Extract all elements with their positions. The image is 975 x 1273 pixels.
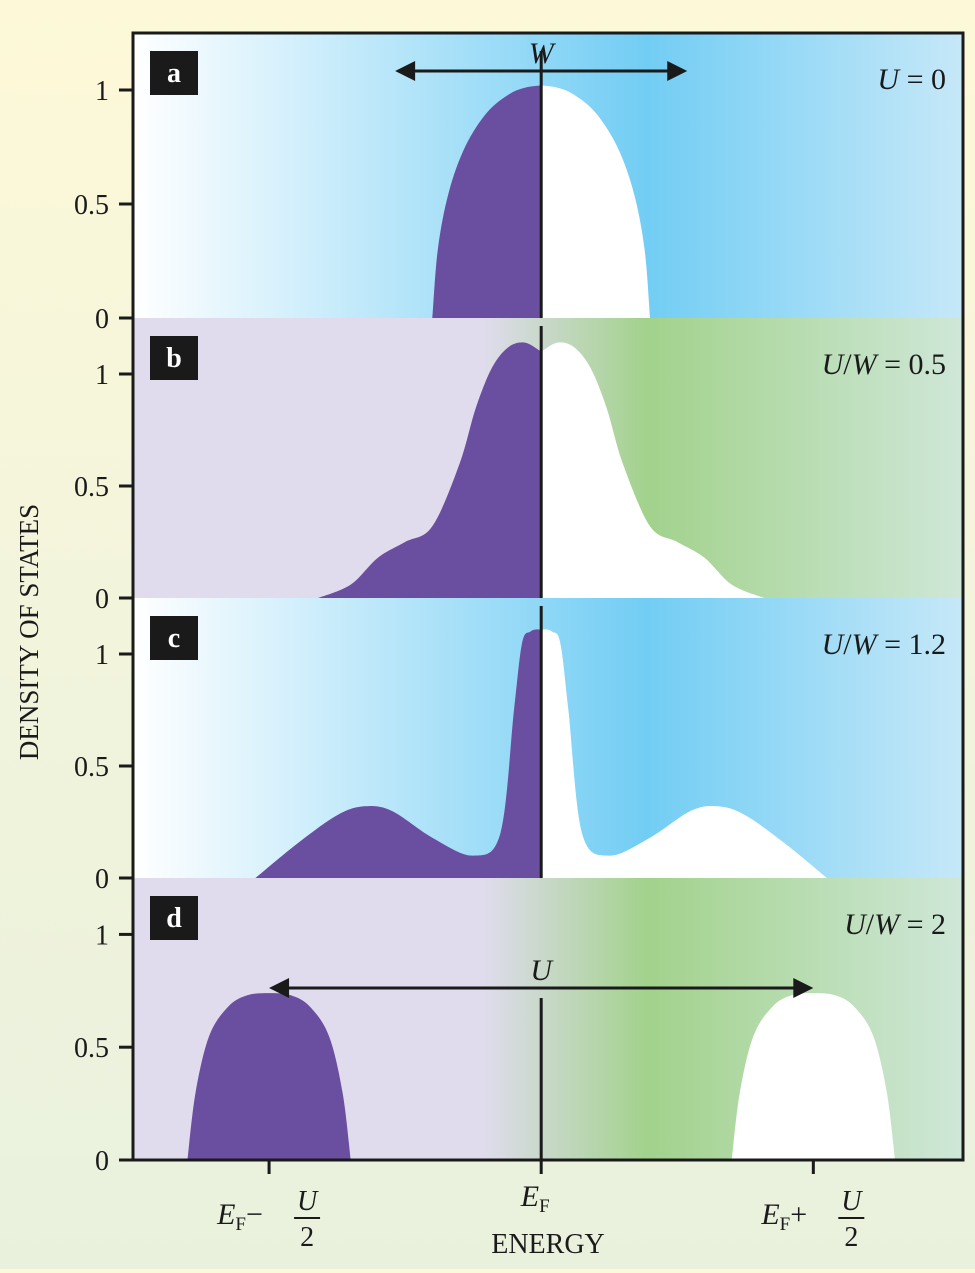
- x-axis-label: ENERGY: [491, 1229, 605, 1260]
- panel-annotation: U = 0: [877, 63, 946, 96]
- panel-letter-tag: [150, 336, 198, 380]
- x-tick-label-center: EF: [520, 1180, 550, 1217]
- empty-band-right: [731, 993, 895, 1160]
- y-tick-label: 0.5: [74, 472, 109, 503]
- fraction-denominator: 2: [300, 1222, 314, 1253]
- x-tick-label-text: EF−: [216, 1198, 263, 1235]
- y-tick-label: 1: [95, 360, 109, 391]
- filled-states-left: [318, 342, 542, 598]
- panel-a: a U = 0 0 0.5 1 W: [74, 33, 963, 335]
- y-tick-label: 0: [95, 304, 109, 335]
- y-tick-label: 0.5: [74, 190, 109, 221]
- empty-states-right: [541, 85, 650, 319]
- panel-c: c U/W = 1.2 0 0.5 1: [74, 598, 963, 895]
- panel-letter: b: [166, 343, 182, 374]
- filled-states-left: [255, 629, 542, 878]
- y-tick-label: 0: [95, 584, 109, 615]
- y-tick-label: 1: [95, 920, 109, 951]
- panel-d: d U/W = 2 0 0.5 1 U: [74, 878, 963, 1177]
- gap-arrow-head-right: [793, 978, 814, 998]
- x-tick-label-right: EF+ U 2: [760, 1186, 865, 1253]
- fraction-denominator: 2: [844, 1222, 858, 1253]
- panel-letter: a: [167, 58, 181, 89]
- gap-arrow-label: U: [530, 954, 554, 987]
- y-tick-label: 0: [95, 1146, 109, 1177]
- x-tick-label-text: EF+: [760, 1198, 807, 1235]
- gap-arrow-head-left: [269, 978, 290, 998]
- x-tick-label-left: EF− U 2: [216, 1186, 321, 1253]
- panel-letter-tag: [150, 896, 198, 940]
- empty-states-right: [541, 342, 765, 598]
- y-axis-label: DENSITY OF STATES: [14, 504, 44, 760]
- filled-states-left: [432, 85, 542, 319]
- panel-letter-tag: [150, 51, 198, 95]
- plot-frame: [131, 31, 965, 1162]
- panel-letter-tag: [150, 616, 198, 660]
- fraction-numerator: U: [841, 1186, 863, 1217]
- panel-annotation: U/W = 1.2: [822, 628, 946, 661]
- panel-letter: c: [168, 623, 180, 654]
- panel-annotation: U/W = 2: [844, 908, 946, 941]
- filled-band-left: [187, 993, 351, 1160]
- fraction-numerator: U: [297, 1186, 319, 1217]
- width-arrow-label: W: [529, 37, 557, 70]
- y-tick-label: 0.5: [74, 1033, 109, 1064]
- width-arrow-head-right: [667, 61, 688, 81]
- panel-letter: d: [166, 903, 182, 934]
- x-tick-label-text: EF: [520, 1180, 550, 1217]
- y-tick-label: 1: [95, 640, 109, 671]
- width-arrow-head-left: [395, 61, 416, 81]
- y-tick-label: 0.5: [74, 752, 109, 783]
- panel-annotation: U/W = 0.5: [822, 348, 946, 381]
- panel-b: b U/W = 0.5 0 0.5 1: [74, 318, 963, 615]
- empty-states-right: [541, 629, 827, 878]
- y-tick-label: 0: [95, 864, 109, 895]
- y-tick-label: 1: [95, 76, 109, 107]
